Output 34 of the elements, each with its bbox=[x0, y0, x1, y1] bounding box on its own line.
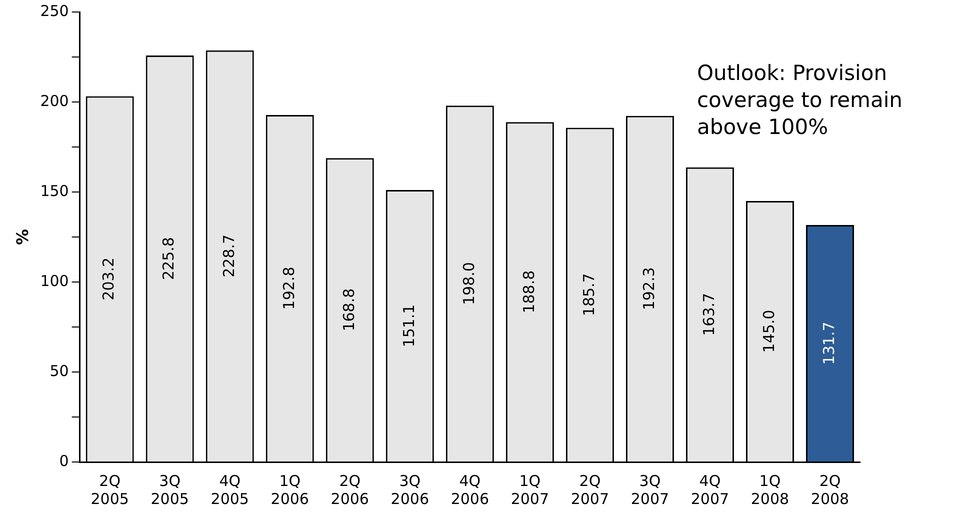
x-tick-label: 3Q 2007 bbox=[630, 472, 670, 508]
x-tick-label: 2Q 2006 bbox=[330, 472, 369, 508]
x-tick-label: 4Q 2007 bbox=[690, 472, 730, 508]
x-tick-label: 1Q 2006 bbox=[270, 472, 309, 508]
y-tick-label: 250 bbox=[40, 2, 69, 20]
data-label: 225.8 bbox=[160, 237, 178, 280]
data-label: 198.0 bbox=[460, 262, 478, 306]
data-label: 163.7 bbox=[700, 292, 718, 336]
x-tick-label: 3Q 2006 bbox=[390, 472, 429, 508]
data-label: 151.1 bbox=[400, 304, 418, 348]
data-label: 185.7 bbox=[580, 273, 598, 316]
y-tick-label: 50 bbox=[50, 362, 69, 380]
y-tick-label: 150 bbox=[40, 182, 69, 200]
annotation: Outlook: Provision coverage to remain above 100% bbox=[697, 60, 904, 141]
y-axis-title: % bbox=[12, 228, 32, 246]
x-tick-label: 1Q 2007 bbox=[510, 472, 550, 508]
y-tick-label: 100 bbox=[40, 272, 69, 290]
data-label: 188.8 bbox=[520, 270, 538, 314]
x-tick-label: 4Q 2005 bbox=[210, 472, 249, 508]
data-label: 203.2 bbox=[100, 257, 118, 300]
y-tick-label: 0 bbox=[59, 452, 69, 470]
data-label: 192.3 bbox=[640, 267, 658, 310]
data-label: 145.0 bbox=[760, 310, 778, 353]
data-label: 228.7 bbox=[220, 234, 238, 278]
x-tick-label: 1Q 2008 bbox=[750, 472, 790, 508]
x-tick-label: 2Q 2008 bbox=[810, 472, 850, 508]
data-label: 192.8 bbox=[280, 266, 298, 310]
data-label: 131.7 bbox=[820, 322, 838, 365]
y-tick-label: 200 bbox=[40, 92, 69, 110]
x-tick-label: 2Q 2005 bbox=[90, 472, 129, 508]
x-tick-label: 3Q 2005 bbox=[150, 472, 189, 508]
data-label: 168.8 bbox=[340, 288, 358, 332]
x-tick-label: 2Q 2007 bbox=[570, 472, 610, 508]
x-tick-label: 4Q 2006 bbox=[450, 472, 490, 508]
